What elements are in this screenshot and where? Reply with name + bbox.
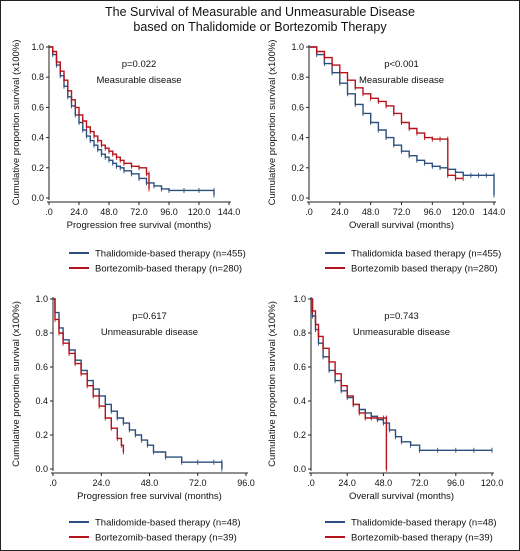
y-tick-label: 0.2 <box>35 430 48 440</box>
y-axis-label: Cumulative proportion survival (x100%) <box>267 40 278 206</box>
x-tick-label: 96.0 <box>447 478 465 488</box>
p-value-annotation: p=0.617 <box>132 311 167 322</box>
x-tick-label: 120.0 <box>452 207 475 217</box>
x-axis-label: Progression free survival (months) <box>77 491 222 502</box>
x-tick-label: 120.0 <box>481 478 504 488</box>
x-tick-label: 48.0 <box>141 478 159 488</box>
y-tick-label: 0.0 <box>293 464 306 474</box>
x-tick-label: 24.0 <box>70 207 88 217</box>
x-tick-label: 24.0 <box>92 478 110 488</box>
x-tick-label: .0 <box>305 207 313 217</box>
y-tick-label: 0.8 <box>291 72 304 82</box>
y-tick-label: 0.0 <box>35 464 48 474</box>
disease-type-annotation: Measurable disease <box>359 75 444 86</box>
p-value-annotation: p=0.743 <box>384 311 419 322</box>
chart-pfs-unmeasurable: 0.0 0.2 0.4 0.6 0.8 1.0 .0 24.0 48.0 72.0 96.0 Prog… <box>11 294 255 544</box>
p-value-annotation: p<0.001 <box>384 59 419 70</box>
chart-os-measurable: 0.0 0.2 0.4 0.6 0.8 1.0 .0 24.0 48.0 72.0 96.0 120.… <box>267 40 506 275</box>
y-tick-label: 0.8 <box>35 328 48 338</box>
disease-type-annotation: Unmeasurable disease <box>101 327 198 338</box>
y-tick-label: 0.0 <box>31 193 44 203</box>
x-tick-label: .0 <box>49 478 57 488</box>
disease-type-annotation: Measurable disease <box>96 75 181 86</box>
chart-os-unmeasurable: 0.0 0.2 0.4 0.6 0.8 1.0 .0 24.0 48.0 72.0 96.0 120.… <box>267 294 504 544</box>
y-tick-label: 0.2 <box>293 430 306 440</box>
survival-curve-bortezomib <box>311 298 388 469</box>
p-value-annotation: p=0.022 <box>122 59 157 70</box>
x-tick-label: 24.0 <box>331 207 349 217</box>
legend-entry: Bortezomib based therapy (n=280) <box>351 264 498 275</box>
figure-title-line-1: The Survival of Measurable and Unmeasura… <box>105 5 415 19</box>
y-tick-label: 0.6 <box>293 362 306 372</box>
disease-type-annotation: Unmeasurable disease <box>353 327 450 338</box>
y-tick-label: 0.8 <box>31 72 44 82</box>
figure-title-line-2: based on Thalidomide or Bortezomib Thera… <box>133 20 387 34</box>
x-axis-label: Overall survival (months) <box>349 220 454 231</box>
x-tick-label: 120.0 <box>188 207 211 217</box>
y-axis-label: Cumulative proportion survival (x100%) <box>11 301 22 467</box>
x-tick-label: .0 <box>45 207 53 217</box>
y-tick-label: 0.4 <box>35 396 48 406</box>
figure-title: The Survival of Measurable and Unmeasura… <box>1 5 519 35</box>
chart-pfs-measurable: 0.0 0.2 0.4 0.6 0.8 1.0 .0 24.0 48.0 72.0 96.0 120.… <box>11 40 246 275</box>
y-tick-label: 0.4 <box>293 396 306 406</box>
x-tick-label: 48.0 <box>100 207 118 217</box>
legend-entry: Thalidomide-based therapy (n=455) <box>95 249 246 260</box>
y-tick-label: 1.0 <box>291 42 304 52</box>
y-tick-label: 1.0 <box>31 42 44 52</box>
x-tick-label: 72.0 <box>130 207 148 217</box>
y-tick-label: 0.2 <box>291 163 304 173</box>
y-tick-label: 1.0 <box>35 294 48 304</box>
legend-entry: Thalidomide-based therapy (n=48) <box>351 518 497 529</box>
y-tick-label: 0.0 <box>291 193 304 203</box>
y-tick-label: 0.2 <box>31 163 44 173</box>
x-tick-label: 72.0 <box>189 478 207 488</box>
y-axis-label: Cumulative proportion survival (x100%) <box>267 301 278 467</box>
y-tick-label: 0.6 <box>35 362 48 372</box>
survival-curve-thalidomide <box>53 298 223 469</box>
x-tick-label: 72.0 <box>411 478 429 488</box>
legend-entry: Bortezomib-based therapy (n=39) <box>351 533 493 544</box>
x-tick-label: 96.0 <box>160 207 178 217</box>
x-tick-label: 72.0 <box>393 207 411 217</box>
legend-entry: Thalidomida based therapy (n=455) <box>351 249 501 260</box>
x-tick-label: 24.0 <box>338 478 356 488</box>
legend-entry: Bortezomib-based therapy (n=280) <box>95 264 242 275</box>
y-tick-label: 0.4 <box>291 133 304 143</box>
y-tick-label: 0.8 <box>293 328 306 338</box>
x-tick-label: 144.0 <box>483 207 506 217</box>
legend-entry: Thalidomide-based therapy (n=48) <box>95 518 241 529</box>
x-tick-label: 48.0 <box>362 207 380 217</box>
y-axis-label: Cumulative proportion survival (x100%) <box>11 40 22 206</box>
x-tick-label: .0 <box>307 478 315 488</box>
x-tick-label: 96.0 <box>237 478 255 488</box>
x-tick-label: 144.0 <box>218 207 241 217</box>
survival-curve-bortezomib <box>53 298 125 452</box>
x-tick-label: 96.0 <box>424 207 442 217</box>
x-axis-label: Progression free survival (months) <box>67 220 212 231</box>
x-tick-label: 48.0 <box>375 478 393 488</box>
y-tick-label: 0.4 <box>31 133 44 143</box>
y-tick-label: 1.0 <box>293 294 306 304</box>
x-axis-label: Overall survival (months) <box>349 491 454 502</box>
y-tick-label: 0.6 <box>291 102 304 112</box>
legend-entry: Bortezomib-based therapy (n=39) <box>95 533 237 544</box>
y-tick-label: 0.6 <box>31 102 44 112</box>
